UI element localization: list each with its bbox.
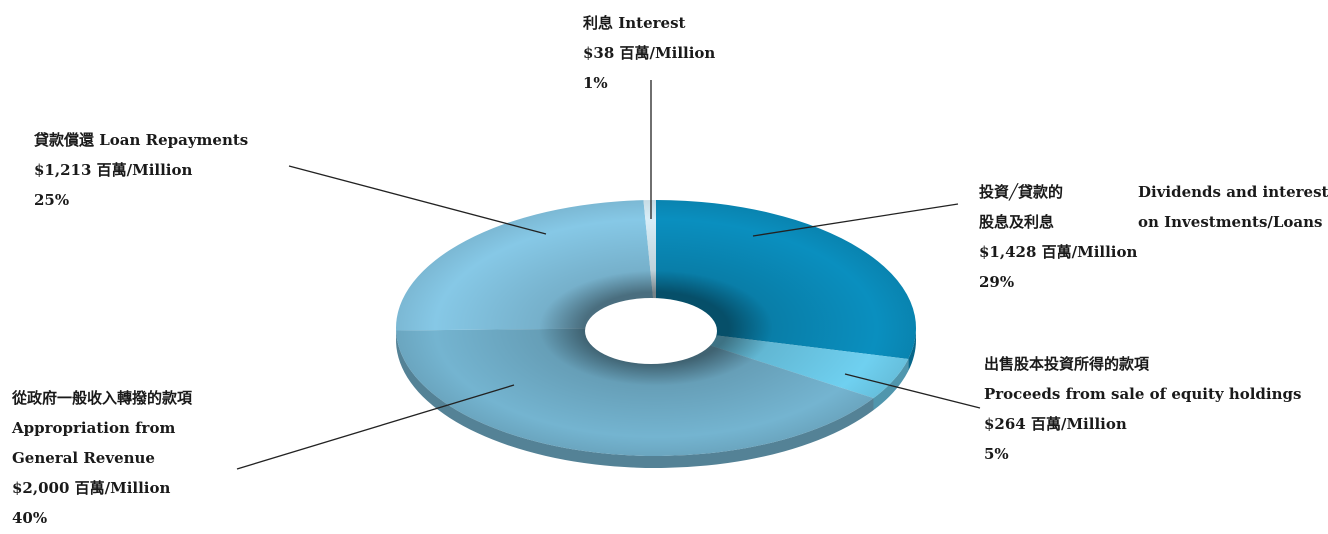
donut-hole: [585, 298, 717, 364]
label-loan-repayments-value: $1,213 百萬/Million: [34, 161, 193, 179]
label-appropriation: 從政府一般收入轉撥的款項 Appropriation from General …: [12, 383, 192, 533]
label-interest: 利息 Interest $38 百萬/Million 1%: [583, 8, 715, 98]
label-appropriation-value: $2,000 百萬/Million: [12, 479, 171, 497]
leader-line-dividends: [752, 203, 959, 237]
label-dividends-en-2: on Investments/Loans: [1138, 213, 1323, 231]
leader-line-appropriation: [236, 384, 515, 470]
label-equity-sale-percent: 5%: [984, 445, 1009, 463]
label-dividends: 投資╱貸款的 Dividends and interest 股息及利息 on Inv…: [979, 177, 1328, 297]
label-appropriation-en-1: Appropriation from: [12, 419, 176, 437]
label-loan-repayments-percent: 25%: [34, 191, 70, 209]
label-dividends-value: $1,428 百萬/Million: [979, 243, 1138, 261]
label-loan-repayments: 貸款償還 Loan Repayments $1,213 百萬/Million 2…: [34, 125, 248, 215]
label-interest-percent: 1%: [583, 74, 608, 92]
label-dividends-percent: 29%: [979, 273, 1015, 291]
label-dividends-zh-1: 投資╱貸款的: [979, 183, 1064, 201]
label-dividends-en-1: Dividends and interest: [1138, 183, 1328, 201]
slice-side-equity-sale: [873, 358, 909, 411]
leader-line-loan-repayments: [288, 165, 547, 235]
slice-side-dividends: [908, 328, 916, 371]
label-equity-sale-en: Proceeds from sale of equity holdings: [984, 385, 1302, 403]
label-equity-sale-value: $264 百萬/Million: [984, 415, 1127, 433]
label-equity-sale: 出售股本投資所得的款項 Proceeds from sale of equity…: [984, 349, 1301, 469]
label-interest-value: $38 百萬/Million: [583, 44, 716, 62]
label-interest-title: 利息 Interest: [583, 14, 686, 32]
label-dividends-zh-2: 股息及利息: [979, 213, 1055, 231]
label-equity-sale-zh: 出售股本投資所得的款項: [984, 355, 1150, 373]
label-appropriation-zh: 從政府一般收入轉撥的款項: [12, 389, 193, 407]
label-loan-repayments-title: 貸款償還 Loan Repayments: [34, 131, 249, 149]
leader-line-equity-sale: [844, 373, 981, 409]
label-appropriation-en-2: General Revenue: [12, 449, 155, 467]
label-appropriation-percent: 40%: [12, 509, 48, 527]
